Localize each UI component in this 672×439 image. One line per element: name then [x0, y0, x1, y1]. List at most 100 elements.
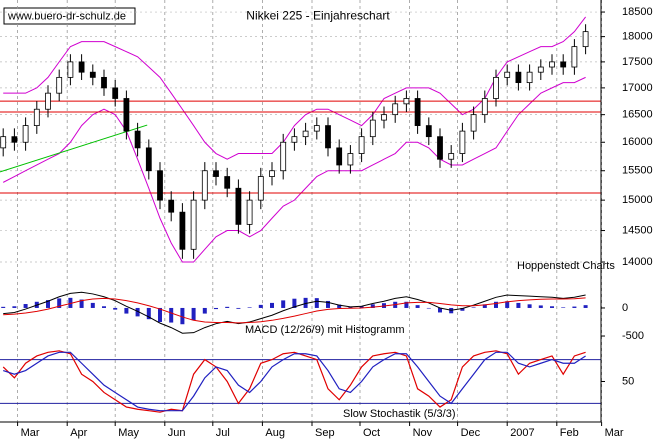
histogram-bar [292, 298, 297, 308]
panel-title-bg [340, 408, 452, 421]
trendline [0, 124, 148, 173]
histogram-bar [538, 305, 543, 308]
histogram-bar [79, 299, 84, 308]
candle-body [493, 76, 499, 99]
candle-body [134, 130, 141, 149]
histogram-bar [426, 307, 431, 309]
y-tick-label: -500 [622, 330, 644, 342]
y-tick-label: 16500 [622, 109, 653, 121]
candle-body [302, 130, 309, 138]
y-tick-label: 17000 [622, 82, 653, 94]
panel-title: Slow Stochastik (5/3/3) [343, 408, 456, 420]
histogram-bar [202, 307, 207, 314]
candle-body [470, 114, 477, 132]
x-tick-label: Mar [21, 427, 40, 439]
y-tick-label: 0 [622, 302, 628, 314]
candle-body [280, 141, 287, 172]
candle-body [213, 170, 219, 177]
x-tick-label: Feb [560, 427, 579, 439]
histogram-bar [326, 300, 330, 308]
histogram-bar [303, 297, 308, 308]
histogram-bar [550, 306, 554, 308]
candle-body [78, 61, 85, 73]
candle-body [112, 87, 119, 99]
macd-line [3, 291, 586, 334]
histogram-bar [12, 306, 17, 308]
source: www.buero-dr-schulz.de [7, 10, 126, 22]
histogram-bar [415, 305, 420, 308]
y-tick-label: 16000 [622, 136, 653, 148]
candle-body [224, 176, 231, 189]
candle-body [459, 130, 466, 154]
bollinger-band [2, 76, 586, 263]
candle-body [582, 31, 589, 48]
panel-title: MACD (12/26/9) mit Histogramm [245, 324, 405, 336]
histogram-bar [102, 306, 106, 308]
candle-body [157, 170, 163, 201]
candle-body [145, 147, 152, 172]
histogram-bar [158, 307, 162, 322]
x-tick-label: Oct [363, 427, 380, 439]
candle-body [22, 125, 29, 143]
candle-body [56, 76, 63, 94]
histogram-bar [516, 302, 521, 308]
candle-body [526, 71, 533, 84]
candle-body [235, 187, 242, 225]
histogram-bar [225, 306, 230, 308]
x-tick-label: Jun [168, 427, 186, 439]
candle-body [560, 61, 567, 68]
histogram-bar [247, 307, 252, 308]
candle-body [257, 176, 264, 201]
bollinger-band [3, 16, 586, 160]
candle-body [269, 170, 275, 177]
y-tick-label: 14000 [622, 256, 653, 268]
stochastic-line [3, 351, 586, 412]
x-tick-label: Sep [315, 427, 335, 439]
candle-body [325, 125, 331, 149]
candle-body [67, 61, 74, 78]
y-tick-label: 15500 [622, 165, 653, 177]
histogram-bar [494, 301, 498, 308]
candle-body [347, 153, 354, 166]
candle-body [369, 119, 376, 138]
candle-body [168, 199, 175, 213]
histogram-bar [505, 301, 510, 308]
candle-body [571, 46, 578, 68]
macd-line [3, 297, 586, 324]
histogram-bar [191, 307, 196, 321]
histogram-bar [281, 300, 286, 308]
histogram-bar [561, 307, 566, 308]
histogram-bar [583, 305, 588, 308]
candle-body [313, 125, 320, 132]
histogram-bar [124, 307, 129, 314]
y-tick-label: 17500 [622, 56, 653, 68]
histogram-bar [572, 306, 577, 308]
candle-body [537, 66, 544, 73]
candle-body [11, 136, 18, 143]
candle-body [45, 92, 51, 110]
histogram-bar [180, 307, 185, 325]
candle-body [358, 136, 365, 154]
x-tick-label: 2007 [510, 427, 534, 439]
x-tick-label: Dec [461, 427, 481, 439]
histogram-bar [135, 307, 140, 317]
candle-body [179, 211, 186, 250]
histogram-bar [214, 307, 218, 310]
candle-body [437, 136, 443, 160]
candle-body [33, 108, 40, 126]
histogram-bar [236, 307, 241, 309]
histogram-bar [471, 307, 476, 308]
histogram-bar [482, 304, 487, 308]
candle-body [381, 114, 387, 121]
candle-body [0, 136, 7, 149]
histogram-bar [23, 304, 28, 308]
histogram-bar [404, 301, 409, 308]
candle-body [414, 98, 421, 126]
y-tick-label: 18000 [622, 31, 653, 43]
histogram-bar [68, 297, 73, 308]
histogram-bar [90, 302, 95, 308]
histogram-bar [438, 307, 442, 313]
